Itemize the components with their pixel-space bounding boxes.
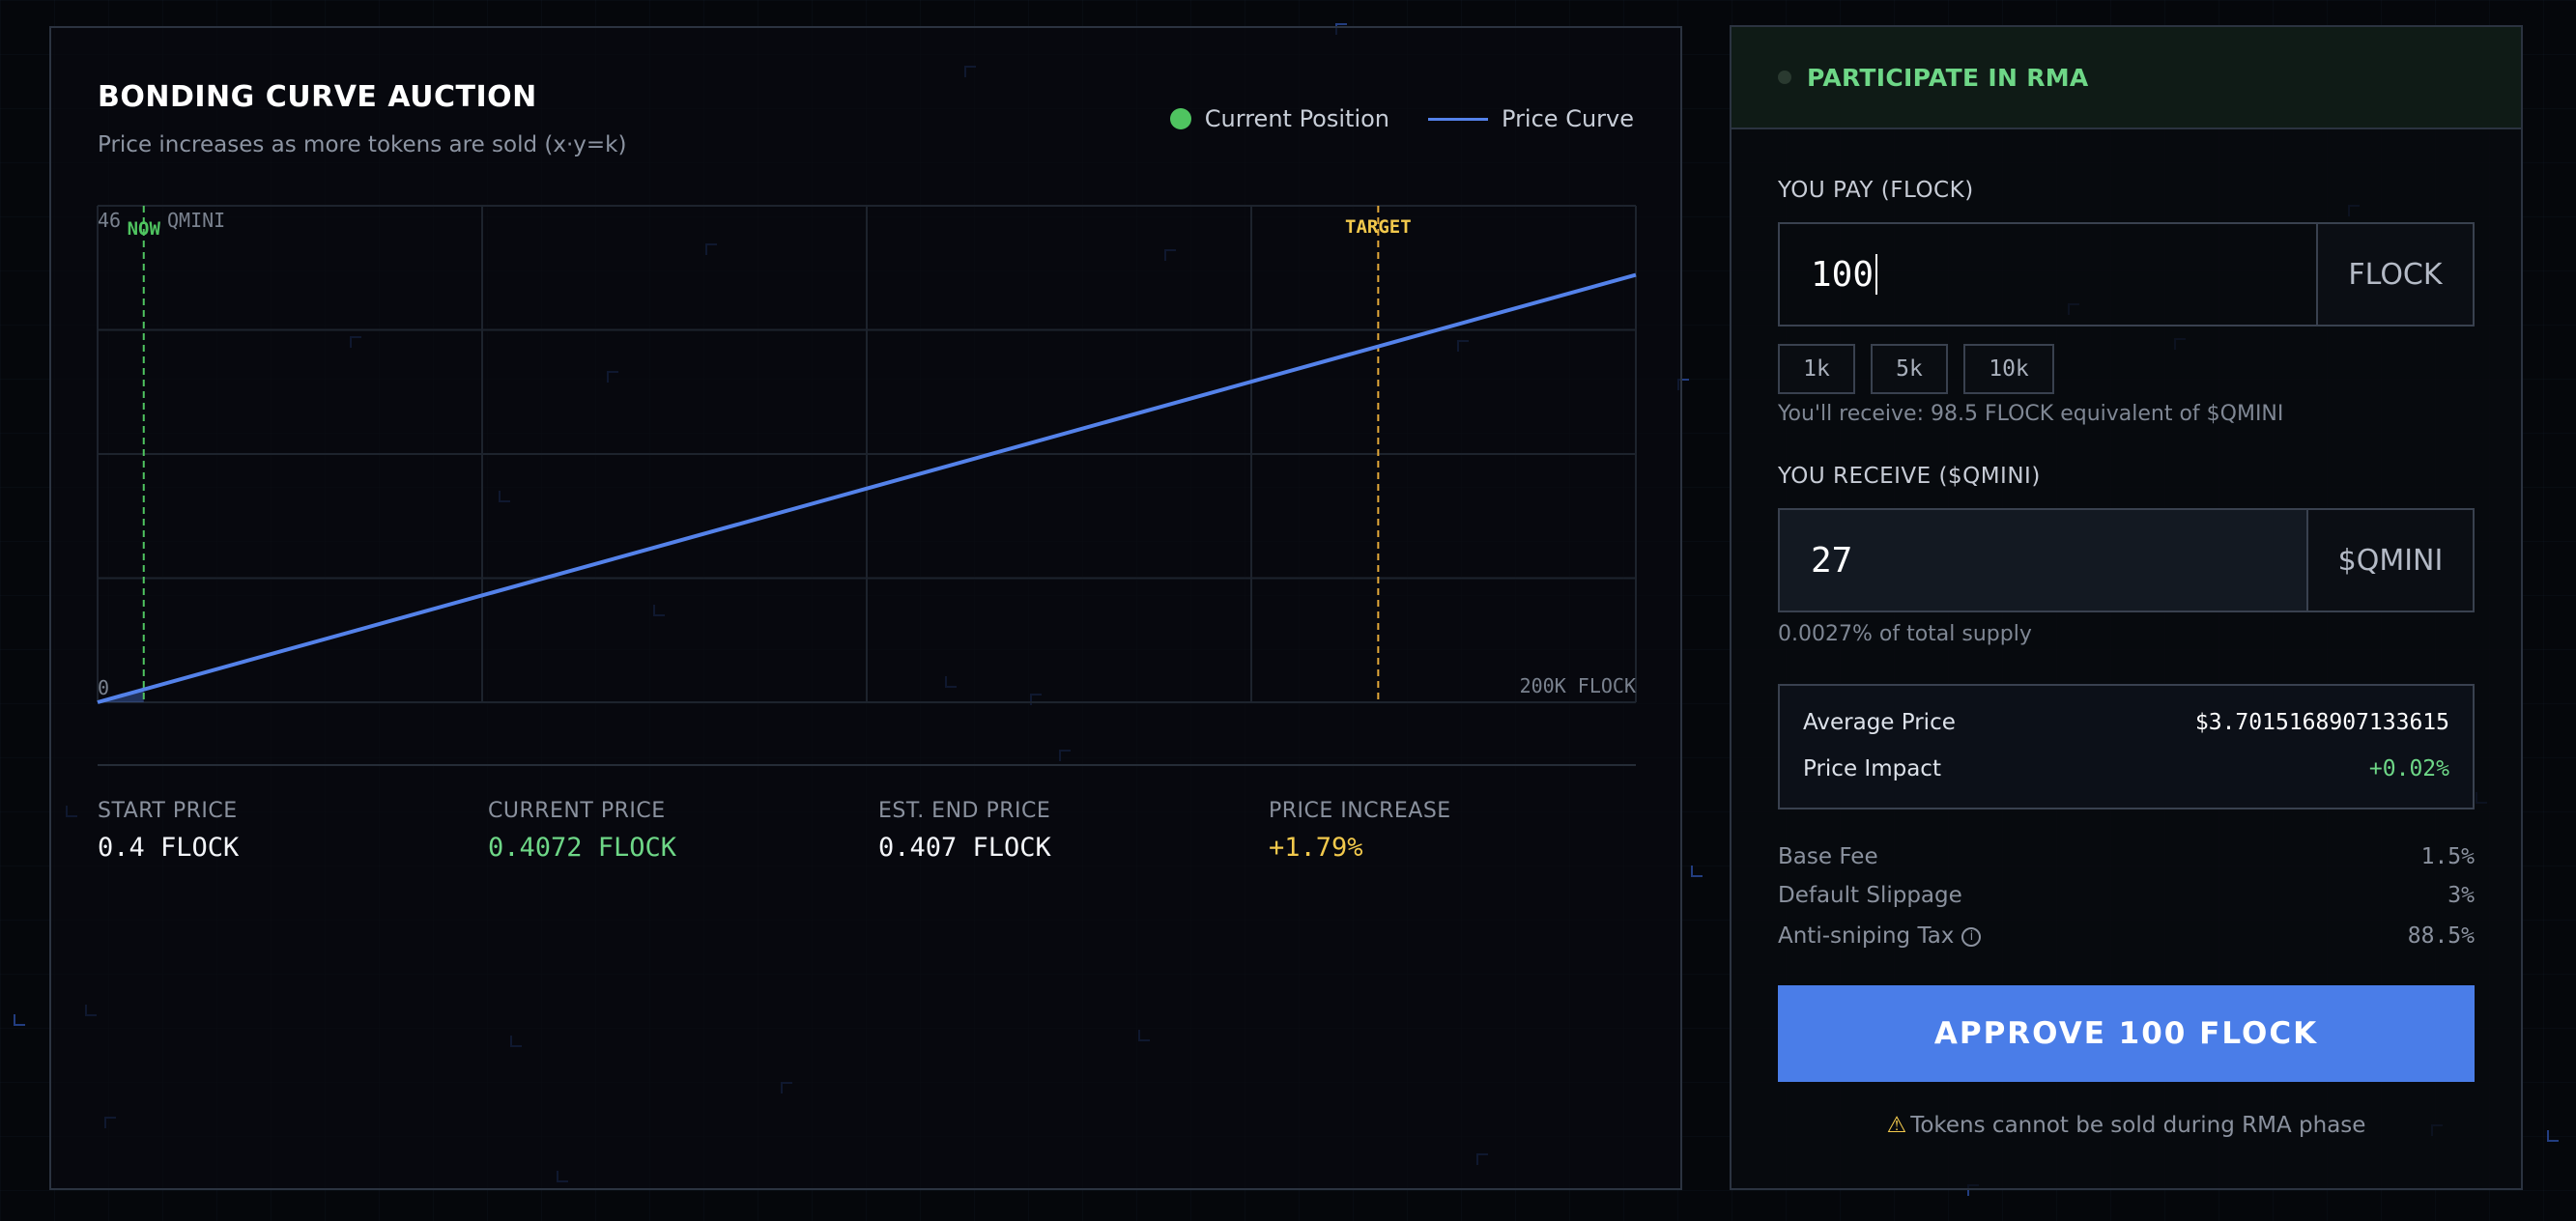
pay-unit: FLOCK: [2316, 224, 2473, 325]
x-axis-right-label: 200K FLOCK: [1520, 674, 1636, 697]
receive-output-group: 27 $QMINI: [1778, 508, 2475, 612]
bonding-curve-panel: BONDING CURVE AUCTION Price increases as…: [49, 26, 1682, 1190]
legend-current-position-label: Current Position: [1204, 105, 1390, 132]
text-caret: [1875, 254, 1878, 295]
price-impact-row: Price Impact +0.02%: [1803, 746, 2449, 792]
y-axis-unit-label: QMINI: [167, 209, 225, 232]
quick-amount-5k-button[interactable]: 5k: [1871, 344, 1948, 394]
slippage-label: Default Slippage: [1778, 883, 1962, 908]
price-impact-value: +0.02%: [2368, 756, 2449, 781]
stat-value: +1.79%: [1269, 833, 1363, 863]
slippage-row: Default Slippage 3%: [1778, 883, 2475, 908]
price-impact-label: Price Impact: [1803, 756, 1941, 781]
legend-current-position: Current Position: [1169, 105, 1390, 132]
y-axis-top-label: 46: [98, 209, 121, 232]
anti-sniping-tax-row: Anti-sniping Tax i 88.5%: [1778, 923, 2475, 949]
pay-amount-input[interactable]: 100: [1780, 224, 2316, 325]
pay-input-group: 100 FLOCK: [1778, 222, 2475, 327]
supply-hint: 0.0027% of total supply: [1778, 622, 2032, 646]
chart-legend: Current Position Price Curve: [1149, 105, 1634, 132]
panel-header: PARTICIPATE IN RMA: [1732, 27, 2521, 129]
status-dot-icon: [1778, 71, 1791, 84]
rma-warning-text: Tokens cannot be sold during RMA phase: [1910, 1113, 2366, 1138]
current-position-swatch: [1169, 108, 1191, 129]
average-price-row: Average Price $3.7015168907133615: [1803, 699, 2449, 746]
quick-amount-buttons: 1k 5k 10k: [1778, 344, 2054, 394]
price-stats: START PRICE 0.4 FLOCK CURRENT PRICE 0.40…: [98, 764, 1636, 863]
stat-label: START PRICE: [98, 799, 238, 823]
anti-sniping-tax-label-group: Anti-sniping Tax i: [1778, 923, 1982, 949]
stat-label: CURRENT PRICE: [488, 799, 666, 823]
average-price-value: $3.7015168907133615: [2194, 710, 2449, 735]
stat-label: PRICE INCREASE: [1269, 799, 1451, 823]
target-marker-label: TARGET: [1345, 216, 1412, 238]
approve-button[interactable]: APPROVE 100 FLOCK: [1778, 985, 2475, 1082]
base-fee-row: Base Fee 1.5%: [1778, 844, 2475, 869]
y-axis-bottom-label: 0: [98, 676, 109, 699]
anti-sniping-tax-label: Anti-sniping Tax: [1778, 923, 1955, 949]
panel-title: PARTICIPATE IN RMA: [1807, 63, 2089, 92]
stat-est-end-price: EST. END PRICE 0.407 FLOCK: [878, 799, 1051, 863]
pay-amount-value: 100: [1811, 254, 1875, 295]
stat-value: 0.4 FLOCK: [98, 833, 240, 863]
stat-label: EST. END PRICE: [878, 799, 1051, 823]
base-fee-value: 1.5%: [2420, 844, 2475, 869]
now-marker-label: NOW: [128, 218, 161, 240]
price-curve-swatch: [1428, 117, 1489, 121]
legend-price-curve: Price Curve: [1428, 105, 1634, 132]
quick-amount-1k-button[interactable]: 1k: [1778, 344, 1855, 394]
legend-price-curve-label: Price Curve: [1502, 105, 1634, 132]
chart-title: BONDING CURVE AUCTION: [98, 80, 537, 114]
average-price-label: Average Price: [1803, 710, 1956, 735]
anti-sniping-tax-value: 88.5%: [2407, 923, 2475, 949]
participate-panel: PARTICIPATE IN RMA YOU PAY (FLOCK) 100 F…: [1730, 25, 2523, 1190]
price-summary-box: Average Price $3.7015168907133615 Price …: [1778, 684, 2475, 809]
slippage-value: 3%: [2447, 883, 2475, 908]
info-icon[interactable]: i: [1961, 926, 1982, 947]
chart-subtitle: Price increases as more tokens are sold …: [98, 132, 627, 157]
rma-warning: ⚠ Tokens cannot be sold during RMA phase: [1732, 1113, 2521, 1138]
price-curve-line: [97, 272, 1637, 704]
stat-value: 0.407 FLOCK: [878, 833, 1051, 863]
receive-label: YOU RECEIVE ($QMINI): [1778, 464, 2041, 489]
receive-unit: $QMINI: [2306, 510, 2473, 610]
bonding-curve-chart: 46 QMINI 0 200K FLOCK NOW TARGET: [97, 205, 1637, 704]
quick-amount-10k-button[interactable]: 10k: [1963, 344, 2054, 394]
stat-current-price: CURRENT PRICE 0.4072 FLOCK: [488, 799, 676, 863]
stat-start-price: START PRICE 0.4 FLOCK: [98, 799, 239, 863]
receive-amount: 27: [1811, 540, 1853, 581]
receive-hint: You'll receive: 98.5 FLOCK equivalent of…: [1778, 402, 2284, 426]
base-fee-label: Base Fee: [1778, 844, 1878, 869]
stat-price-increase: PRICE INCREASE +1.79%: [1269, 799, 1451, 863]
stat-value: 0.4072 FLOCK: [488, 833, 677, 863]
warning-icon: ⚠: [1886, 1113, 1907, 1138]
pay-label: YOU PAY (FLOCK): [1778, 178, 1974, 203]
